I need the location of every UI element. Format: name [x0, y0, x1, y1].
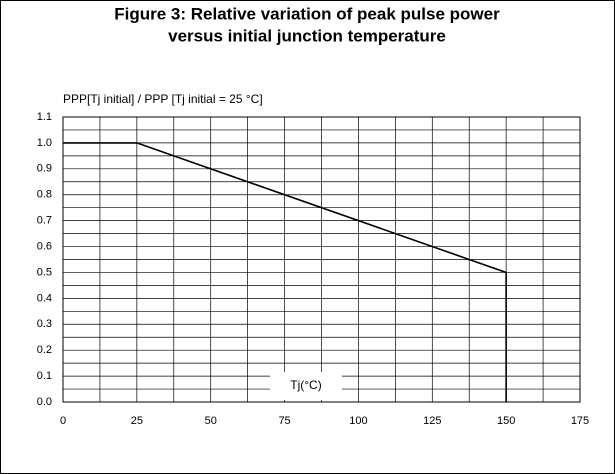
chart-title: Figure 3: Relative variation of peak pul… [114, 4, 500, 23]
y-tick-label: 0.3 [37, 318, 52, 330]
x-tick-label: 125 [423, 415, 441, 427]
x-label-box [270, 372, 342, 400]
y-tick-label: 0.7 [37, 215, 52, 227]
chart-title: versus initial junction temperature [168, 26, 446, 45]
y-tick-label: 0.1 [37, 370, 52, 382]
x-tick-label: 75 [278, 415, 290, 427]
x-tick-label: 100 [349, 415, 367, 427]
plot-frame [62, 116, 581, 403]
x-tick-label: 25 [131, 415, 143, 427]
x-tick-label: 0 [60, 415, 66, 427]
x-tick-label: 50 [205, 415, 217, 427]
y-tick-label: 0.4 [37, 292, 52, 304]
y-tick-label: 0.2 [37, 344, 52, 356]
y-tick-label: 0.6 [37, 240, 52, 252]
y-tick-label: 0.9 [37, 163, 52, 175]
y-tick-label: 0.5 [37, 266, 52, 278]
y-axis-label: PPP[Tj initial] / PPP [Tj initial = 25 °… [63, 92, 263, 106]
x-tick-label: 150 [497, 415, 515, 427]
y-tick-label: 0.8 [37, 189, 52, 201]
x-tick-label: 175 [571, 415, 589, 427]
y-tick-label: 1.1 [37, 111, 52, 123]
data-line [63, 142, 507, 402]
y-tick-label: 0.0 [37, 396, 52, 408]
x-axis-label: Tj(°C) [290, 378, 321, 392]
y-tick-label: 1.0 [37, 137, 52, 149]
